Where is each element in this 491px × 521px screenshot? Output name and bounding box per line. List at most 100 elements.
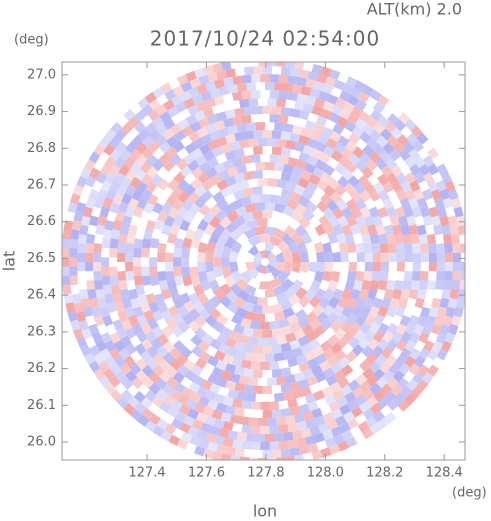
radar-cell (283, 431, 294, 441)
radar-cell (316, 200, 329, 213)
radar-cell (395, 172, 408, 185)
radar-cell (130, 297, 141, 309)
radar-cell (112, 319, 124, 331)
radar-cell (213, 288, 226, 301)
radar-cell (289, 381, 301, 392)
radar-cell (377, 397, 390, 409)
radar-cell (232, 115, 243, 126)
radar-cell (380, 383, 393, 396)
radar-cell (171, 417, 183, 430)
radar-cell (131, 322, 143, 335)
radar-cell (339, 108, 351, 120)
radar-cell (325, 137, 338, 150)
radar-cell (351, 125, 365, 138)
radar-cell (262, 409, 273, 418)
radar-cell (316, 262, 325, 273)
radar-cell (381, 297, 392, 309)
radar-cell (269, 234, 283, 247)
radar-cell (305, 78, 316, 89)
radar-cell (404, 340, 417, 353)
radar-cell (395, 188, 407, 201)
radar-cell (169, 153, 182, 166)
radar-cell (225, 446, 236, 456)
radar-cell (368, 189, 381, 202)
radar-cell (241, 359, 252, 369)
radar-cell (119, 363, 132, 376)
radar-cell (187, 159, 200, 172)
radar-cell (109, 332, 121, 344)
radar-cell (239, 270, 253, 284)
radar-cell (413, 188, 425, 201)
radar-cell (236, 123, 247, 133)
radar-cell (265, 162, 275, 171)
radar-field (62, 62, 465, 460)
radar-cell (386, 279, 396, 291)
radar-cell (347, 94, 359, 107)
radar-cell (144, 420, 157, 433)
radar-cell (183, 97, 195, 109)
radar-cell (101, 275, 111, 286)
radar-cell (205, 271, 217, 283)
radar-cell (278, 90, 289, 100)
radar-cell (318, 422, 330, 434)
radar-cell (133, 306, 144, 318)
radar-cell (115, 141, 128, 154)
radar-cell (332, 207, 345, 220)
radar-cell (88, 189, 100, 201)
radar-cell (194, 154, 207, 167)
radar-cell (166, 135, 179, 148)
radar-cell (200, 379, 213, 391)
radar-cell (280, 342, 292, 353)
radar-cell (136, 181, 148, 194)
radar-cell (359, 152, 372, 165)
radar-cell (452, 262, 461, 272)
radar-cell (246, 82, 256, 91)
radar-cell (149, 257, 158, 267)
radar-cell (451, 197, 462, 209)
radar-cell (144, 122, 157, 135)
radar-cell (409, 332, 421, 344)
radar-cell (379, 271, 389, 282)
radar-cell (255, 433, 265, 442)
radar-cell (346, 297, 358, 310)
radar-cell (302, 144, 315, 156)
radar-cell (158, 279, 169, 291)
radar-cell (133, 390, 146, 403)
radar-cell (414, 172, 426, 184)
radar-cell (241, 90, 252, 100)
radar-cell (324, 262, 333, 273)
radar-cell (300, 428, 312, 439)
radar-cell (391, 180, 403, 193)
radar-cell (173, 382, 186, 394)
radar-cell (180, 431, 193, 443)
radar-cell (287, 439, 298, 449)
radar-cell (226, 166, 239, 177)
radar-cell (173, 247, 183, 258)
radar-cell (420, 243, 429, 253)
radar-cell (433, 224, 443, 236)
radar-cell (399, 197, 411, 209)
radar-cell (392, 224, 403, 236)
radar-cell (234, 407, 245, 417)
radar-cell (93, 368, 106, 381)
radar-cell (203, 150, 215, 162)
radar-cell (404, 355, 416, 368)
radar-cell (228, 330, 241, 342)
radar-cell (349, 321, 362, 335)
radar-cell (232, 75, 243, 85)
radar-cell (283, 249, 293, 262)
radar-cell (208, 232, 220, 245)
radar-cell (322, 429, 334, 441)
radar-cell (91, 306, 102, 318)
radar-cell (403, 271, 413, 281)
radar-cell (135, 358, 148, 371)
radar-cell (218, 428, 230, 439)
radar-cell (439, 215, 450, 227)
plot-frame (61, 61, 466, 461)
radar-cell (436, 252, 445, 262)
radar-cell (169, 389, 182, 401)
radar-cell (390, 164, 403, 177)
radar-cell (141, 275, 152, 286)
radar-cell (379, 361, 392, 374)
radar-cell (247, 234, 261, 247)
